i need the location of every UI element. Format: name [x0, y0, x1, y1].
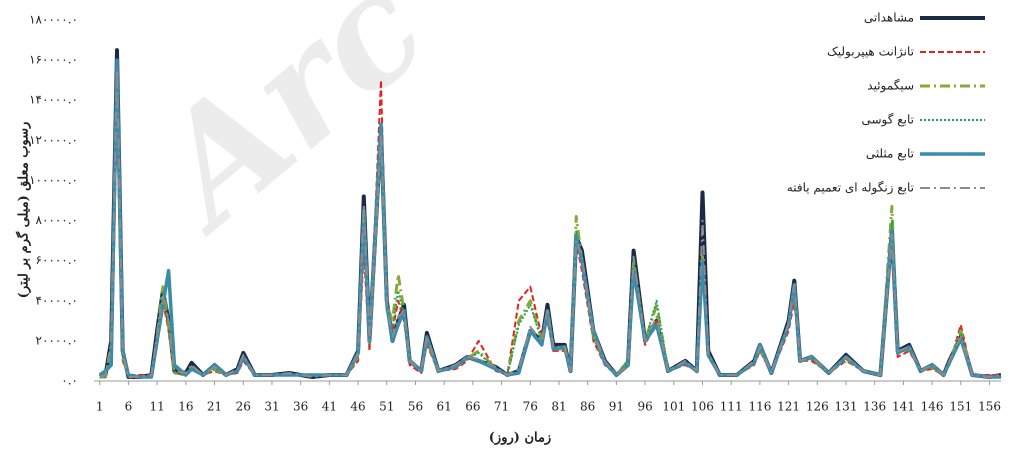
x-tick-label: 66	[465, 400, 480, 414]
series-line	[99, 69, 1002, 378]
x-tick-label: 151	[949, 400, 972, 414]
y-tick-label: ۱۲۰۰۰۰.۰	[29, 133, 78, 147]
y-tick-label: ۸۰۰۰۰.۰	[36, 213, 79, 227]
x-tick-label: 146	[921, 400, 944, 414]
x-tick-label: 46	[350, 400, 365, 414]
x-tick-label: 111	[720, 400, 743, 414]
legend-label: تابع زنگوله ای تعمیم یافته	[787, 181, 914, 195]
y-tick-label: ۰.۰	[61, 374, 78, 388]
x-axis-title: زمان (روز)	[489, 431, 551, 446]
legend-label: تانژانت هیپربولیک	[827, 45, 914, 59]
x-tick-label: 116	[748, 400, 771, 414]
x-tick-label: 141	[892, 400, 915, 414]
x-tick-label: 91	[609, 400, 624, 414]
x-tick-label: 156	[978, 400, 1001, 414]
x-tick-label: 21	[207, 400, 222, 414]
x-tick-label: 86	[580, 400, 595, 414]
x-tick-label: 136	[863, 400, 886, 414]
x-tick-label: 1	[96, 400, 104, 414]
x-tick-label: 6	[125, 400, 133, 414]
y-tick-label: ۱۸۰۰۰۰.۰	[29, 13, 78, 27]
y-tick-label: ۱۴۰۰۰۰.۰	[29, 93, 78, 107]
x-tick-label: 101	[662, 400, 685, 414]
y-tick-label: ۱۰۰۰۰۰.۰	[29, 173, 78, 187]
x-tick-label: 131	[835, 400, 858, 414]
y-axis-title: رسوب معلق (میلی گرم بر لیتر)	[15, 122, 32, 299]
x-tick-label: 121	[777, 400, 800, 414]
x-tick-label: 16	[178, 400, 193, 414]
legend-label: مشاهداتی	[864, 11, 914, 25]
legend-label: سیگموئید	[867, 79, 914, 93]
y-tick-label: ۶۰۰۰۰.۰	[36, 253, 79, 267]
watermark: Arc	[116, 0, 458, 265]
x-tick-label: 51	[379, 400, 394, 414]
series-line	[98, 58, 1001, 379]
legend-label: تابع مثلثی	[866, 147, 914, 161]
x-tick-label: 36	[293, 400, 308, 414]
x-tick-label: 81	[551, 400, 566, 414]
y-tick-label: ۴۰۰۰۰.۰	[36, 293, 79, 307]
x-tick-label: 31	[264, 400, 279, 414]
x-tick-label: 71	[494, 400, 509, 414]
y-tick-label: ۱۶۰۰۰۰.۰	[29, 53, 78, 67]
legend-label: تابع گوسی	[861, 113, 914, 127]
x-tick-label: 41	[322, 400, 337, 414]
x-tick-label: 61	[437, 400, 452, 414]
x-tick-label: 26	[236, 400, 251, 414]
x-tick-label: 96	[637, 400, 652, 414]
x-tick-label: 11	[150, 400, 165, 414]
x-tick-label: 126	[806, 400, 829, 414]
y-tick-label: ۲۰۰۰۰.۰	[36, 333, 79, 347]
x-tick-label: 56	[408, 400, 423, 414]
x-tick-label: 106	[691, 400, 714, 414]
x-tick-label: 76	[523, 400, 538, 414]
